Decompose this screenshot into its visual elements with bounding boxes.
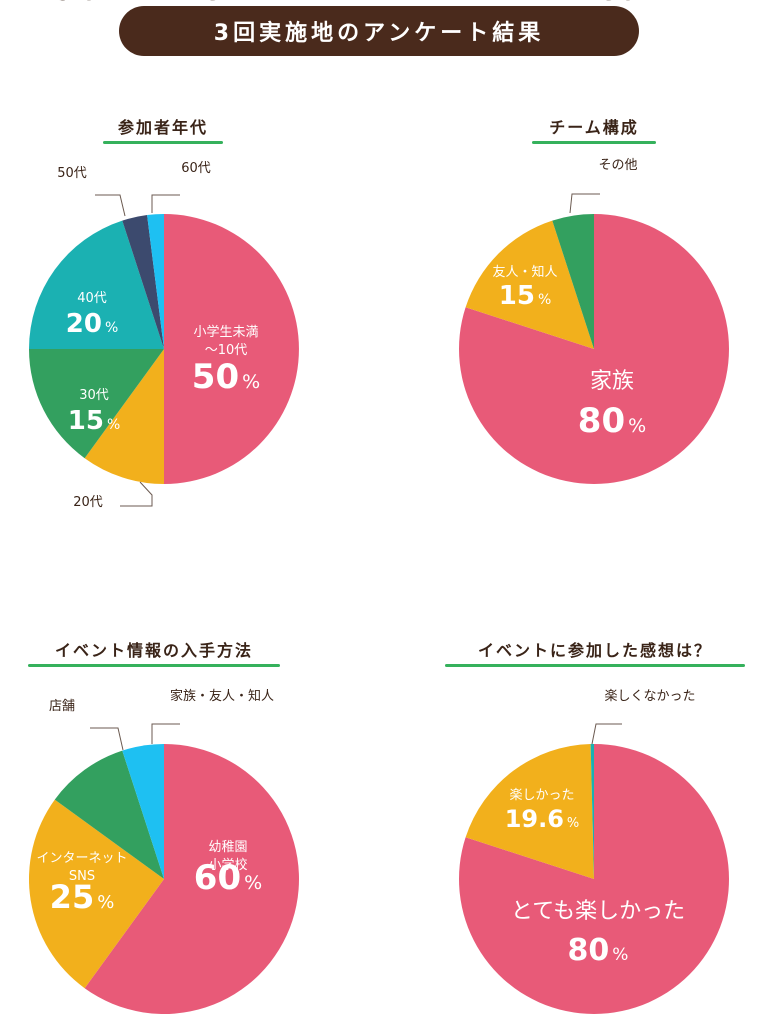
leader-line — [591, 723, 622, 745]
slice-value: 15% — [499, 281, 552, 311]
pie-slice — [122, 215, 164, 349]
slice-label: 60代 — [181, 161, 211, 176]
leader-line — [95, 194, 126, 217]
pie-slice — [54, 750, 164, 879]
slice-label: 店舗 — [49, 699, 75, 714]
title-underline — [532, 141, 656, 144]
slice-label: 20代 — [73, 495, 103, 510]
pie-chart-3: とても楽しかった 80% 楽しかった 19.6% 楽しくなかった 0.4% — [459, 0, 730, 1014]
slice-label: 小学生未満 — [193, 324, 258, 340]
pie-slice — [84, 349, 164, 484]
chart-title-impression: イベントに参加した感想は？ — [477, 641, 712, 660]
pie-slice — [29, 220, 164, 349]
title-underline — [28, 664, 280, 667]
slice-value: 80% — [568, 933, 629, 968]
slice-value: 80% — [578, 401, 646, 441]
slice-value: 15% — [68, 406, 121, 436]
slice-label: SNS — [69, 869, 95, 884]
section-title-team: チーム構成 — [532, 114, 656, 144]
slice-label: その他 — [598, 158, 637, 173]
slice-label: 家族 — [590, 369, 634, 394]
slice-label: 楽しくなかった — [604, 688, 695, 704]
pie-slice — [122, 744, 164, 879]
slice-value: 0.4% — [619, 0, 681, 7]
chart-title-age: 参加者年代 — [117, 118, 208, 137]
slice-label: とても楽しかった — [511, 899, 685, 924]
title-underline — [445, 664, 745, 667]
slice-label: 家族・友人・知人 — [170, 688, 274, 704]
leader-line — [90, 727, 124, 751]
chart-title-team: チーム構成 — [549, 118, 639, 137]
slice-value: 60% — [194, 858, 262, 898]
slice-label: 小学校 — [208, 857, 247, 873]
slice-label: 〜10代 — [205, 343, 248, 358]
page-title: 3回実施地のアンケート結果 — [213, 21, 545, 46]
slice-value: 3% — [55, 0, 89, 7]
section-title-age: 参加者年代 — [103, 114, 223, 144]
chart-title-source: イベント情報の入手方法 — [54, 641, 253, 660]
title-underline — [103, 141, 223, 144]
section-title-source: イベント情報の入手方法 — [28, 637, 280, 667]
pie-slice — [29, 349, 164, 459]
slice-value: 5% — [205, 0, 239, 7]
slice-value: 25% — [50, 878, 115, 916]
leader-line — [569, 193, 600, 214]
slice-label: 友人・知人 — [492, 264, 557, 280]
slice-value: 20% — [66, 309, 119, 339]
leader-line — [151, 723, 180, 744]
slice-value: 10% — [36, 0, 89, 7]
slice-label: 50代 — [57, 166, 87, 181]
slice-value: 2% — [179, 0, 213, 7]
slice-value: 50% — [192, 357, 260, 397]
pie-slice — [552, 214, 594, 349]
slice-value: 5% — [601, 0, 635, 7]
pie-slice — [164, 214, 299, 484]
slice-label: インターネット — [36, 851, 127, 866]
pie-slice — [465, 744, 594, 879]
pie-slice — [28, 799, 164, 989]
slice-value: 19.6% — [505, 805, 580, 833]
pie-slice — [459, 744, 730, 1014]
pie-slice — [84, 744, 299, 1014]
section-title-impression: イベントに参加した感想は？ — [445, 637, 745, 667]
pie-slice — [147, 214, 164, 349]
pie-slice — [590, 744, 594, 879]
leader-line — [120, 481, 153, 507]
slice-label: 30代 — [79, 388, 109, 403]
slice-label: 楽しかった — [509, 787, 574, 803]
leader-line — [151, 194, 180, 213]
slice-label: 幼稚園 — [208, 840, 247, 855]
slice-label: 40代 — [77, 291, 107, 306]
pie-slice — [465, 220, 594, 349]
pie-slice — [459, 214, 730, 485]
page-title-banner: 3回実施地のアンケート結果 — [119, 6, 639, 56]
slice-value: 10% — [62, 0, 115, 7]
